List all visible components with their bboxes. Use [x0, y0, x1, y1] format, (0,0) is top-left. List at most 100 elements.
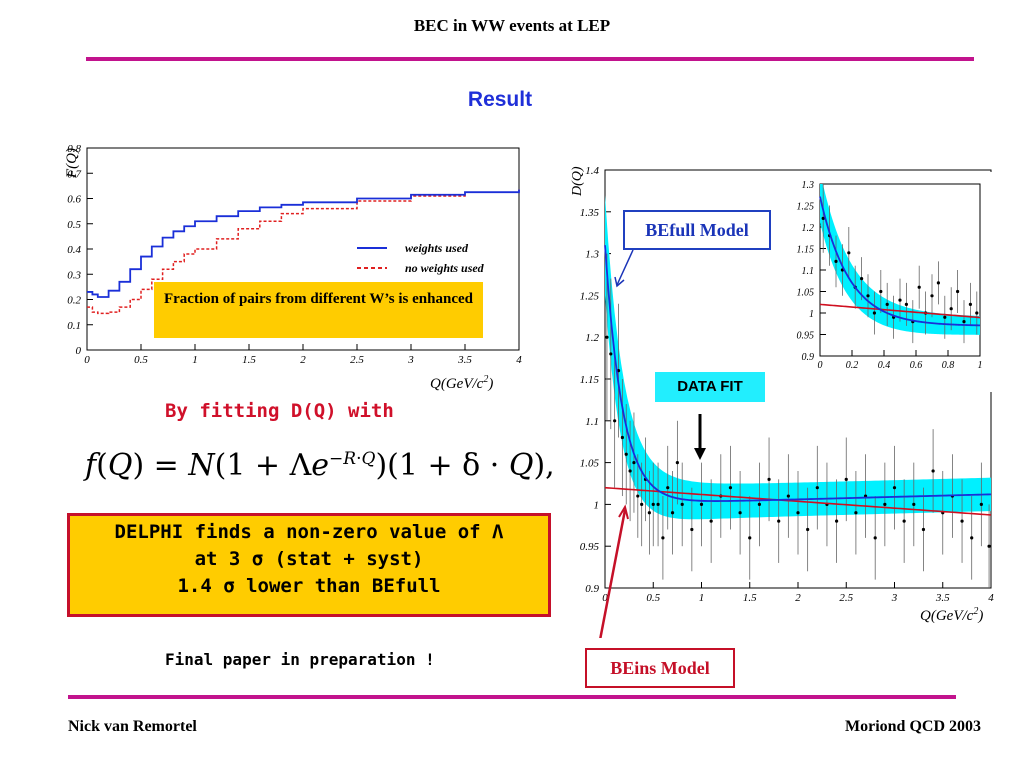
inset-ytick-label: 1.1: [802, 266, 815, 277]
dq-xtick-label: 3: [891, 592, 898, 604]
dq-data-point: [902, 519, 906, 523]
inset-data-point: [904, 302, 908, 306]
inset-beins-curve: [819, 303, 981, 319]
dq-data-point: [613, 419, 617, 423]
fraction-note: Fraction of pairs from different W’s is …: [154, 282, 483, 338]
beins-callout: BEins Model: [585, 648, 735, 688]
fq-series-weights: [87, 189, 520, 298]
dq-ytick-label: 1: [594, 499, 600, 511]
dq-data-point: [709, 519, 713, 523]
inset-data-point: [872, 311, 876, 315]
fq-xtick-label: 0: [84, 354, 90, 366]
fq-ytick-label: 0.4: [67, 244, 81, 256]
legend-label-weights: weights used: [405, 241, 469, 255]
inset-xtick-label: 0.6: [910, 360, 923, 371]
beins-arrowhead: [618, 504, 629, 520]
final-note: Final paper in preparation !: [165, 650, 435, 669]
inset-ytick-label: 0.9: [802, 352, 815, 363]
fq-xtick-label: 3: [407, 354, 414, 366]
dq-data-point: [675, 461, 679, 465]
inset-data-point: [975, 311, 979, 315]
dq-xtick-label: 1: [699, 592, 705, 604]
fq-plot-area: 0 0.5 1 1.5 2 2.5 3 3.5 4 0 0.1 0.2 0.3 0.4 0.5 0.6 0.7 0…: [67, 143, 522, 366]
result-line-1: DELPHI finds a non-zero value of Λ: [114, 521, 504, 543]
inset-befull-curve: [819, 196, 981, 327]
dq-data-point: [854, 511, 858, 515]
fq-xtick-label: 0.5: [134, 354, 148, 366]
inset-ytick-label: 0.95: [797, 331, 815, 342]
dq-xtick-label: 4: [988, 592, 994, 604]
fq-xtick-label: 1: [192, 354, 198, 366]
bottom-divider: [68, 695, 956, 699]
dq-plot-area: 0 0.5 1 1.5 2 2.5 3 3.5 4 0.9 0.95 1 1.05 1.1 1.15 1.2 1…: [580, 165, 995, 604]
dq-xtick-label: 2.5: [839, 592, 853, 604]
inset-ytick-label: 1.05: [797, 288, 815, 299]
fq-xtick-label: 2.5: [350, 354, 364, 366]
inset-data-point: [834, 259, 838, 263]
data-fit-arrowhead: [694, 448, 706, 460]
dq-data-point: [620, 435, 624, 440]
dq-chart: 0 0.5 1 1.5 2 2.5 3 3.5 4 0.9 0.95 1 1.05 1.1 1.15 1.2 1…: [570, 165, 995, 638]
dq-data-point: [680, 502, 684, 506]
dq-ytick-label: 1.25: [580, 290, 600, 302]
dq-data-point: [979, 502, 983, 506]
dq-data-point: [815, 486, 819, 490]
top-divider: [86, 57, 974, 61]
inset-ytick-label: 1.3: [802, 180, 815, 191]
inset-plot-area: 0 0.2 0.4 0.6 0.8 1 0.9 0.95 1 1.05 1.1 1.15 1.2 1.25…: [797, 180, 983, 371]
dq-data-point: [656, 502, 660, 506]
inset-data-point: [936, 281, 940, 285]
befull-arrow: [616, 249, 634, 286]
inset-xtick-label: 0.8: [942, 360, 955, 371]
footer-conference: Moriond QCD 2003: [845, 718, 981, 735]
fq-xtick-label: 1.5: [242, 354, 256, 366]
dq-ytick-label: 1.05: [580, 458, 600, 470]
dq-data-point: [757, 502, 761, 506]
inset-data-point: [962, 320, 966, 324]
result-line-3: 1.4 σ lower than BEfull: [177, 575, 441, 597]
dq-data-point: [844, 477, 848, 481]
dq-data-point: [767, 477, 771, 481]
inset-data-point: [847, 251, 851, 255]
dq-data-point: [636, 494, 640, 498]
dq-data-point: [786, 494, 790, 498]
dq-data-point: [931, 469, 935, 473]
result-line-2: at 3 σ (stat + syst): [194, 548, 424, 570]
dq-ylabel: D(Q): [570, 166, 585, 197]
inset-xtick-label: 0.2: [846, 360, 859, 371]
inset-xtick-label: 0: [818, 360, 823, 371]
dq-data-point: [806, 527, 810, 532]
dq-data-point: [921, 527, 926, 532]
fq-ytick-label: 0.2: [67, 295, 81, 307]
fq-ylabel: F(Q): [64, 148, 80, 179]
fq-ytick-label: 0.1: [67, 320, 81, 332]
inset-xtick-label: 0.4: [878, 360, 891, 371]
fitting-text: By fitting D(Q) with: [165, 400, 394, 422]
dq-data-point: [738, 511, 742, 515]
footer-author: Nick van Remortel: [68, 718, 197, 735]
fq-ytick-label: 0.5: [67, 219, 81, 231]
dq-data-point: [661, 536, 665, 540]
dq-xtick-label: 0.5: [646, 592, 660, 604]
inset-data-point: [943, 315, 947, 319]
inset-fit-band: [820, 184, 980, 335]
fq-xtick-label: 3.5: [457, 354, 472, 366]
dq-ytick-label: 1.35: [580, 207, 600, 219]
befull-callout: BEfull Model: [623, 210, 771, 250]
inset-data-point: [821, 216, 825, 220]
dq-data-point: [970, 536, 974, 540]
inset-data-point: [885, 302, 889, 306]
dq-ytick-label: 1.3: [585, 249, 599, 261]
dq-ytick-label: 1.2: [585, 332, 599, 344]
dq-data-point: [609, 352, 613, 356]
dq-data-point: [628, 469, 632, 473]
fq-ytick-label: 0: [76, 345, 82, 357]
inset-data-point: [879, 289, 883, 294]
fq-ytick-label: 0.6: [67, 194, 81, 206]
dq-data-point: [632, 461, 636, 465]
inset-data-point: [866, 294, 870, 298]
dq-ytick-label: 0.9: [585, 583, 599, 595]
inset-data-point: [860, 277, 864, 281]
fq-xtick-label: 4: [516, 354, 522, 366]
fq-ytick-label: 0.7: [67, 168, 81, 180]
